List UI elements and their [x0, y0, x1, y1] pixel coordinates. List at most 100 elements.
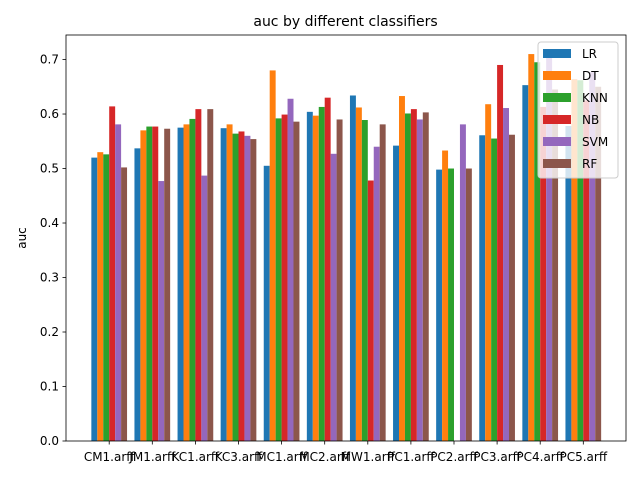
bar-dt-9 [485, 104, 492, 442]
x-tick-label: KC1.arff [172, 450, 220, 464]
bar-lr-0 [91, 157, 98, 441]
bar-knn-11 [577, 80, 584, 441]
bar-svm-0 [115, 124, 122, 442]
bar-dt-0 [97, 152, 104, 442]
bar-rf-8 [465, 168, 472, 441]
legend-swatch-dt [543, 71, 571, 80]
bar-lr-2 [177, 127, 184, 441]
bar-dt-5 [312, 115, 319, 441]
bar-knn-7 [404, 113, 411, 441]
legend-swatch-nb [543, 115, 571, 124]
x-tick-label: PC3.arff [473, 450, 521, 464]
bar-svm-1 [158, 181, 165, 442]
bar-lr-4 [263, 165, 270, 442]
bar-svm-11 [589, 72, 596, 441]
bar-dt-4 [269, 70, 276, 442]
bar-knn-3 [232, 133, 239, 441]
legend-label-knn: KNN [582, 91, 608, 105]
bar-lr-6 [349, 95, 356, 442]
bar-nb-9 [497, 64, 504, 441]
bar-svm-4 [287, 98, 294, 441]
y-tick-label: 0.1 [40, 380, 59, 394]
bar-nb-5 [324, 97, 331, 442]
bar-dt-2 [183, 124, 190, 442]
x-tick-label: PC5.arff [559, 450, 607, 464]
bar-dt-1 [140, 130, 147, 441]
bar-nb-6 [367, 180, 374, 441]
legend-swatch-knn [543, 93, 571, 102]
bar-svm-10 [546, 54, 553, 441]
x-tick-label: KC3.arff [215, 450, 263, 464]
bar-lr-5 [306, 111, 313, 441]
bar-svm-7 [416, 119, 423, 441]
bar-lr-9 [479, 135, 486, 441]
chart-title: auc by different classifiers [253, 14, 437, 30]
y-tick-label: 0.4 [40, 216, 59, 230]
y-tick-label: 0.2 [40, 325, 59, 339]
legend-box [537, 41, 619, 179]
bar-nb-10 [540, 106, 547, 441]
x-tick-label: PC4.arff [516, 450, 564, 464]
bar-lr-3 [220, 128, 227, 441]
legend-label-nb: NB [582, 113, 599, 127]
y-tick-label: 0.3 [40, 271, 59, 285]
bar-lr-1 [134, 148, 141, 441]
bar-rf-11 [595, 86, 602, 442]
legend-label-lr: LR [582, 47, 597, 61]
x-tick-label: PC2.arff [430, 450, 478, 464]
legend-swatch-svm [543, 137, 571, 146]
bar-rf-9 [509, 134, 515, 442]
bar-knn-5 [318, 106, 325, 441]
bar-dt-7 [399, 96, 405, 441]
bar-dt-11 [571, 79, 578, 441]
legend-label-rf: RF [582, 157, 597, 171]
bar-lr-10 [522, 85, 529, 441]
legend-label-dt: DT [582, 69, 599, 83]
legend-label-svm: SVM [582, 135, 608, 149]
x-tick-label: JM1.arff [128, 450, 176, 464]
bar-nb-4 [281, 114, 288, 441]
bar-rf-4 [293, 121, 300, 442]
bar-knn-8 [448, 168, 454, 441]
bar-svm-3 [244, 135, 251, 441]
bar-svm-2 [201, 175, 208, 441]
x-tick-label: MW1.arff [341, 450, 396, 464]
bar-dt-10 [528, 54, 535, 441]
bar-lr-11 [565, 126, 572, 441]
x-tick-label: MC1.arff [256, 450, 307, 464]
legend: LR DT KNN NB SVM RF [537, 41, 619, 179]
x-tick-label: CM1.arff [84, 450, 135, 464]
bar-dt-8 [442, 150, 449, 441]
x-tick-label: PC1.arff [387, 450, 435, 464]
x-tick-label: MC2.arff [299, 450, 350, 464]
bar-svm-6 [373, 146, 380, 441]
bar-nb-2 [195, 109, 202, 442]
bar-nb-11 [583, 100, 590, 442]
bar-svm-8 [459, 124, 466, 442]
bar-rf-2 [207, 109, 214, 442]
bar-knn-4 [275, 118, 282, 441]
bar-rf-0 [121, 167, 128, 441]
bar-svm-5 [330, 153, 337, 442]
bar-rf-5 [336, 119, 343, 441]
bar-rf-1 [164, 128, 171, 442]
y-tick-label: 0.6 [40, 107, 59, 121]
bar-nb-7 [410, 109, 417, 442]
bar-rf-6 [379, 124, 386, 442]
y-tick-label: 0.0 [40, 434, 59, 448]
bar-nb-3 [238, 131, 245, 441]
bars-group [91, 54, 602, 442]
bar-rf-10 [552, 89, 559, 441]
bar-dt-6 [355, 107, 362, 441]
bar-rf-3 [250, 139, 257, 441]
bar-nb-0 [109, 106, 116, 441]
plot-frame [65, 34, 627, 442]
y-tick-label: 0.5 [40, 162, 59, 176]
legend-swatch-rf [543, 159, 571, 168]
bar-lr-8 [436, 169, 443, 442]
bar-knn-6 [361, 120, 368, 441]
bar-knn-1 [146, 126, 153, 442]
bar-knn-10 [534, 62, 541, 441]
